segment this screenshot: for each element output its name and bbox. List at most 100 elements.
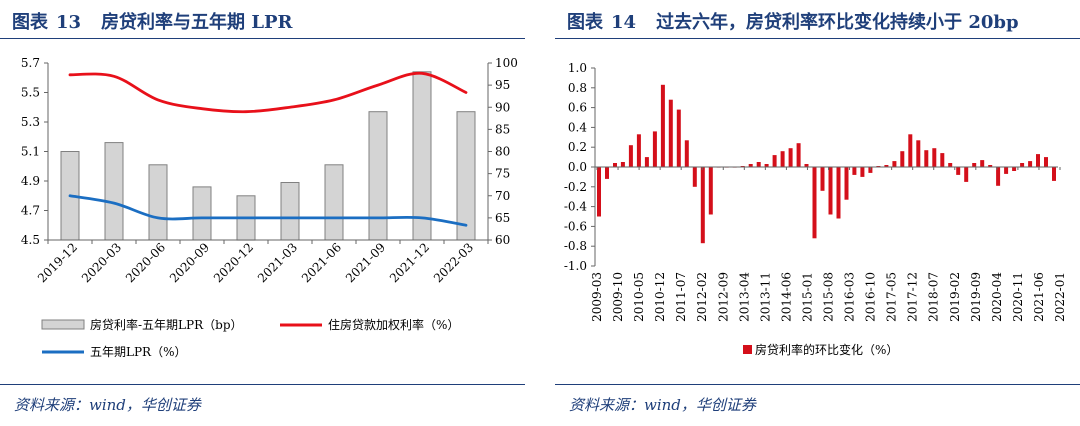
x-tick-label: 2021-06 xyxy=(299,240,344,285)
y-tick-label: 1.0 xyxy=(568,61,587,75)
figure-label: 图表 xyxy=(12,12,48,33)
mortgage-rate-change-chart: 1.00.80.60.40.20.0-0.2-0.4-0.6-0.8-1.020… xyxy=(564,61,1067,357)
y-right-tick-label: 65 xyxy=(495,211,510,225)
change-bar xyxy=(708,167,713,215)
y-tick-label: -1.0 xyxy=(564,259,587,273)
change-bar xyxy=(1020,163,1025,167)
change-bar xyxy=(852,167,857,175)
mortgage-lpr-chart: 4.5 4.7 4.9 5.1 5.3 5.5 5.7 60 65 70 75 80 85 90 95 100… xyxy=(21,56,518,359)
y-right-tick-label: 75 xyxy=(495,167,510,181)
y-left-tick-label: 4.7 xyxy=(21,204,40,218)
change-bar xyxy=(620,162,625,167)
change-bar xyxy=(796,143,801,167)
change-bar xyxy=(860,167,865,177)
y-left-tick-label: 5.1 xyxy=(21,145,40,159)
change-bar xyxy=(892,161,897,167)
y-tick-label: -0.8 xyxy=(564,239,587,253)
mortgage-rate-line xyxy=(68,71,468,114)
x-tick-label: 2021-09 xyxy=(343,240,388,285)
x-tick-label: 2019-09 xyxy=(969,272,983,322)
x-tick-label: 2016-03 xyxy=(843,272,857,322)
change-bar xyxy=(1012,167,1017,171)
x-tick-label: 2014-06 xyxy=(779,272,793,322)
figure-14: 图表 14 过去六年，房贷利率环比变化持续小于 20bp 1.0 0.8 0.6 0.4 0… xyxy=(555,0,1080,426)
x-tick-label: 2016-10 xyxy=(864,272,878,322)
y-left-tick-label: 5.3 xyxy=(21,115,40,129)
x-tick-label: 2021-03 xyxy=(255,240,300,285)
change-bar xyxy=(900,151,905,167)
figure-13-title: 图表 13 房贷利率与五年期 LPR xyxy=(12,8,292,34)
y-tick-label: -0.2 xyxy=(564,180,587,194)
change-bar xyxy=(1044,157,1048,167)
x-tick-label: 2020-04 xyxy=(990,272,1004,322)
x-tick-label: 2015-08 xyxy=(822,272,836,322)
x-tick-label: 2020-09 xyxy=(167,240,212,285)
spread-bar xyxy=(192,186,212,241)
legend: 房贷利率的环比变化（%） xyxy=(743,342,898,357)
x-tick-label: 2015-01 xyxy=(801,272,815,322)
y-right-tick-label: 60 xyxy=(495,233,510,247)
x-tick-label: 2017-05 xyxy=(885,272,899,322)
figure-14-title: 图表 14 过去六年，房贷利率环比变化持续小于 20bp xyxy=(567,8,1019,34)
change-bar xyxy=(764,164,769,167)
spread-bar xyxy=(368,111,388,241)
source-note: 资料来源：wind，华创证券 xyxy=(569,396,756,414)
legend: 房贷利率-五年期LPR（bp） 住房贷款加权利率（%） 五年期LPR（%） xyxy=(41,317,459,359)
change-bar xyxy=(700,167,705,244)
change-bar xyxy=(836,167,841,219)
spread-bar xyxy=(456,111,476,241)
change-bar xyxy=(972,163,977,167)
change-bar xyxy=(916,140,921,167)
y-tick-label: 0.4 xyxy=(568,120,587,134)
source-note: 资料来源：wind，华创证券 xyxy=(14,396,201,414)
source-rule xyxy=(0,384,525,385)
y-tick-label: 0.0 xyxy=(568,160,587,174)
change-bar xyxy=(668,99,673,167)
y-left-tick-label: 4.5 xyxy=(21,233,40,247)
change-bar xyxy=(613,163,617,167)
y-left-tick-label: 5.7 xyxy=(21,56,40,70)
legend-label-change: 房贷利率的环比变化（%） xyxy=(755,342,898,357)
legend-label-lpr: 五年期LPR（%） xyxy=(90,345,186,359)
y-right-tick-label: 80 xyxy=(495,145,510,159)
change-bar xyxy=(652,131,657,167)
legend-label-mortgage: 住房贷款加权利率（%） xyxy=(328,317,459,332)
title-rule xyxy=(555,38,1080,39)
change-bar xyxy=(660,84,665,167)
change-bar xyxy=(1004,167,1009,174)
change-bar xyxy=(676,109,681,167)
legend-swatch-change xyxy=(743,345,752,354)
x-tick-label: 2012-02 xyxy=(695,272,709,322)
y-tick-label: -0.6 xyxy=(564,219,587,233)
spread-bar xyxy=(412,71,432,241)
x-tick-label: 2022-03 xyxy=(431,240,476,285)
y-right-tick-label: 100 xyxy=(495,56,518,70)
title-rule xyxy=(0,38,525,39)
x-tick-label: 2020-06 xyxy=(123,240,168,285)
figure-title-text: 过去六年，房贷利率环比变化持续小于 20bp xyxy=(656,12,1019,33)
spread-bar xyxy=(324,164,344,241)
y-tick-label: 0.8 xyxy=(568,81,587,95)
change-bar xyxy=(844,167,849,200)
legend-swatch-spread xyxy=(41,319,85,330)
change-bar xyxy=(692,167,697,187)
x-tick-label: 2019-02 xyxy=(948,272,962,322)
y-tick-label: 0.2 xyxy=(568,140,587,154)
figure-number: 14 xyxy=(611,12,637,33)
x-tick-label: 2010-05 xyxy=(632,272,646,322)
change-bar xyxy=(756,162,761,167)
change-bar xyxy=(684,140,689,167)
change-bar xyxy=(748,164,753,167)
x-tick-label: 2017-12 xyxy=(906,272,920,322)
legend-label-spread: 房贷利率-五年期LPR（bp） xyxy=(90,317,243,332)
y-left-tick-label: 4.9 xyxy=(21,174,40,188)
change-bar xyxy=(828,167,833,215)
change-bar xyxy=(628,145,633,167)
x-tick-label: 2020-03 xyxy=(79,240,124,285)
change-bar xyxy=(788,148,793,167)
change-bar xyxy=(804,164,809,167)
figure-label: 图表 xyxy=(567,12,603,33)
change-bar xyxy=(884,165,889,167)
x-tick-label: 2021-06 xyxy=(1032,272,1046,322)
spread-bar xyxy=(148,164,168,241)
